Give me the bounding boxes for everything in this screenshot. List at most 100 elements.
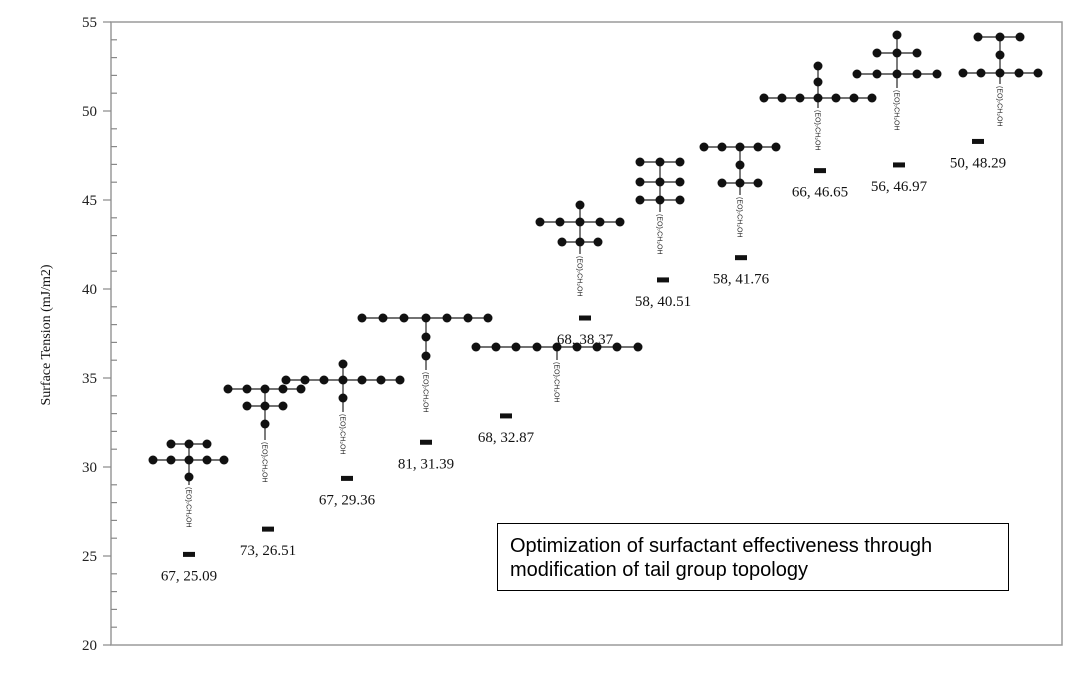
carbon-atom: [995, 68, 1005, 78]
carbon-atom: [319, 375, 329, 385]
carbon-atom: [852, 69, 862, 79]
data-point-label: 66, 46.65: [792, 185, 848, 201]
plot-frame: [110, 21, 1063, 646]
carbon-atom: [849, 93, 859, 103]
annotation-text: Optimization of surfactant effectiveness…: [510, 535, 933, 581]
carbon-atom: [532, 342, 542, 352]
carbon-atom: [635, 177, 645, 187]
carbon-atom: [892, 30, 902, 40]
carbon-atom: [278, 401, 288, 411]
carbon-atom: [442, 313, 452, 323]
carbon-atom: [1015, 32, 1025, 42]
carbon-atom: [463, 313, 473, 323]
y-tick-label: 30: [82, 460, 97, 476]
carbon-atom: [296, 384, 306, 394]
data-point-marker: [735, 255, 747, 261]
carbon-atom: [995, 50, 1005, 60]
y-axis-label: Surface Tension (mJ/m2): [39, 264, 54, 405]
y-tick-label: 45: [82, 193, 97, 209]
carbon-atom: [399, 313, 409, 323]
carbon-atom: [471, 342, 481, 352]
carbon-atom: [572, 342, 582, 352]
data-point-label: 58, 41.76: [713, 272, 770, 288]
carbon-atom: [771, 142, 781, 152]
carbon-atom: [219, 455, 229, 465]
carbon-atom: [635, 195, 645, 205]
data-point-marker: [972, 138, 984, 144]
carbon-atom: [278, 384, 288, 394]
carbon-atom: [675, 157, 685, 167]
carbon-atom: [892, 48, 902, 58]
data-point-label: 67, 25.09: [161, 568, 217, 584]
headgroup-label: (EO)₇CH₂OH: [893, 90, 900, 131]
carbon-atom: [300, 375, 310, 385]
carbon-atom: [242, 384, 252, 394]
carbon-atom: [338, 359, 348, 369]
carbon-atom: [223, 384, 233, 394]
y-tick-label: 25: [82, 549, 97, 565]
carbon-atom: [635, 157, 645, 167]
carbon-atom: [795, 93, 805, 103]
carbon-atom: [557, 237, 567, 247]
carbon-atom: [867, 93, 877, 103]
carbon-atom: [166, 439, 176, 449]
headgroup-label: (EO)₇CH₂OH: [553, 362, 560, 403]
carbon-atom: [260, 384, 270, 394]
headgroup-label: (EO)₇CH₂OH: [736, 197, 743, 238]
data-point-label: 50, 48.29: [950, 155, 1006, 171]
y-tick-label: 40: [82, 282, 97, 298]
y-tick-label: 50: [82, 104, 97, 120]
carbon-atom: [555, 217, 565, 227]
carbon-atom: [759, 93, 769, 103]
data-point-label: 68, 32.87: [478, 430, 535, 446]
carbon-atom: [615, 217, 625, 227]
data-point-label: 68, 38.37: [557, 332, 614, 348]
carbon-atom: [675, 177, 685, 187]
carbon-atom: [735, 160, 745, 170]
carbon-atom: [976, 68, 986, 78]
carbon-atom: [338, 375, 348, 385]
carbon-atom: [338, 393, 348, 403]
carbon-atom: [699, 142, 709, 152]
carbon-atom: [421, 313, 431, 323]
carbon-atom: [655, 177, 665, 187]
carbon-atom: [633, 342, 643, 352]
headgroup-label: (EO)₇CH₂OH: [339, 414, 346, 455]
carbon-atom: [595, 217, 605, 227]
carbon-atom: [995, 32, 1005, 42]
carbon-atom: [592, 342, 602, 352]
carbon-atom: [872, 69, 882, 79]
y-tick-label: 20: [82, 638, 97, 654]
y-tick-label: 55: [82, 15, 97, 31]
carbon-atom: [575, 200, 585, 210]
headgroup-label: (EO)₇CH₂OH: [814, 110, 821, 151]
carbon-atom: [575, 237, 585, 247]
data-point-label: 73, 26.51: [240, 543, 296, 559]
headgroup-label: (EO)₇CH₂OH: [576, 256, 583, 297]
data-point-label: 81, 31.39: [398, 456, 454, 472]
carbon-atom: [376, 375, 386, 385]
carbon-atom: [872, 48, 882, 58]
annotation-box: Optimization of surfactant effectiveness…: [497, 523, 1009, 591]
carbon-atom: [184, 455, 194, 465]
carbon-atom: [491, 342, 501, 352]
data-point-label: 56, 46.97: [871, 179, 928, 195]
data-point-marker: [183, 551, 195, 557]
headgroup-label: (EO)₇CH₂OH: [996, 86, 1003, 127]
carbon-atom: [912, 48, 922, 58]
carbon-atom: [813, 61, 823, 71]
carbon-atom: [202, 455, 212, 465]
carbon-atom: [552, 342, 562, 352]
headgroup-label: (EO)₇CH₂OH: [261, 442, 268, 483]
carbon-atom: [612, 342, 622, 352]
carbon-atom: [753, 142, 763, 152]
carbon-atom: [1033, 68, 1043, 78]
carbon-atom: [892, 69, 902, 79]
carbon-atom: [753, 178, 763, 188]
carbon-atom: [973, 32, 983, 42]
carbon-atom: [593, 237, 603, 247]
data-point-marker: [814, 168, 826, 174]
data-point-marker: [500, 413, 512, 419]
carbon-atom: [260, 401, 270, 411]
